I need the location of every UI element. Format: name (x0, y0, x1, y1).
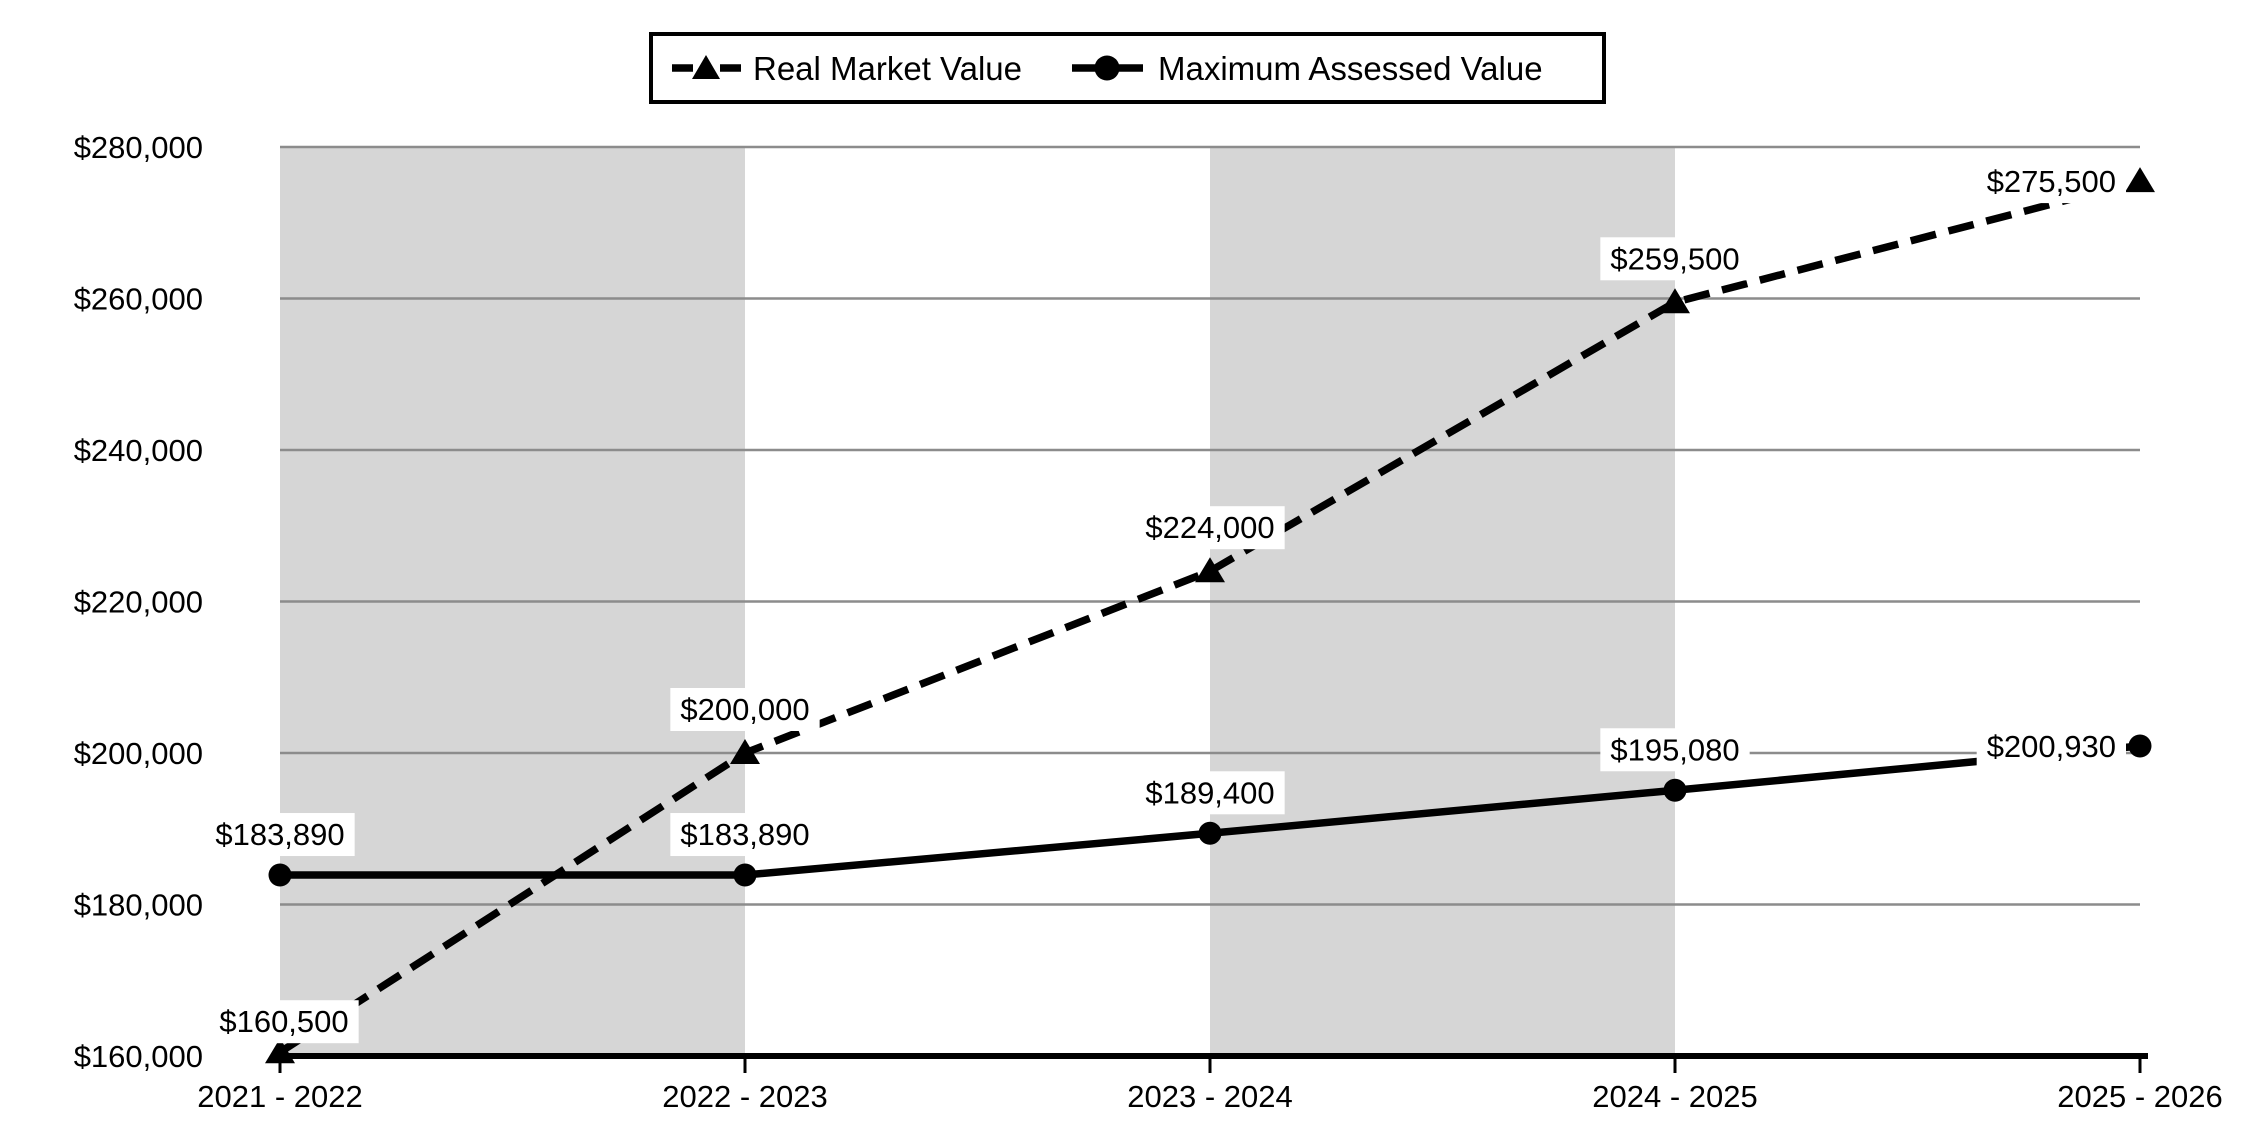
data-label: $189,400 (1145, 775, 1274, 810)
data-label-background (670, 813, 820, 857)
legend-label-real-market-value: Real Market Value (753, 50, 1022, 87)
circle-marker (1663, 778, 1687, 802)
data-label-background (1600, 728, 1750, 772)
data-label: $183,890 (680, 817, 809, 852)
triangle-marker (730, 739, 760, 764)
legend-swatch-real-market-value (672, 55, 741, 79)
series (265, 167, 2155, 1064)
data-labels: $160,500 $200,000 $224,000 $259,500 $275,500… (205, 160, 2126, 1044)
legend-label-maximum-assessed-value: Maximum Assessed Value (1158, 50, 1543, 87)
data-label: $275,500 (1987, 164, 2116, 199)
data-label-background (1976, 160, 2126, 204)
legend-swatch-maximum-assessed-value (1072, 55, 1143, 81)
y-axis-tick-label: $260,000 (74, 282, 203, 317)
x-axis-category-label: 2022 - 2023 (662, 1079, 827, 1114)
triangle-marker (2125, 167, 2155, 193)
circle-marker (268, 863, 292, 887)
y-axis-tick-label: $200,000 (74, 736, 203, 771)
gridlines (280, 145, 2140, 906)
data-label-background (1976, 724, 2126, 768)
x-axis-category-label: 2025 - 2026 (2057, 1079, 2222, 1114)
axis-labels: $160,000 $180,000 $200,000 $220,000 $240,000… (74, 130, 2223, 1114)
data-label-background (205, 813, 355, 857)
legend-circle-marker-icon (1094, 55, 1120, 81)
data-label-background (209, 1000, 359, 1044)
data-label-background (1135, 771, 1285, 815)
y-axis-tick-label: $240,000 (74, 433, 203, 468)
data-label: $160,500 (219, 1004, 348, 1039)
x-axis-category-label: 2023 - 2024 (1127, 1079, 1292, 1114)
circle-marker (1198, 821, 1222, 845)
triangle-marker (1660, 288, 1690, 314)
y-axis-tick-label: $180,000 (74, 888, 203, 923)
x-axis-category-label: 2021 - 2022 (197, 1079, 362, 1114)
series-line-real-market-value (277, 177, 2141, 1056)
y-axis-tick-label: $220,000 (74, 585, 203, 620)
y-axis-tick-label: $280,000 (74, 130, 203, 165)
axes (276, 1053, 2148, 1073)
legend-triangle-marker-icon (692, 55, 720, 79)
x-axis-category-label: 2024 - 2025 (1592, 1079, 1757, 1114)
data-label: $259,500 (1610, 241, 1739, 276)
data-label: $224,000 (1145, 510, 1274, 545)
circle-marker (2128, 734, 2152, 758)
data-label: $183,890 (215, 817, 344, 852)
data-label: $195,080 (1610, 732, 1739, 767)
triangle-marker (1195, 557, 1225, 583)
data-label-background (1600, 237, 1750, 281)
data-label: $200,000 (680, 692, 809, 727)
series-maximum-assessed-value (268, 734, 2152, 887)
triangle-marker (265, 1038, 295, 1064)
legend: Real Market Value Maximum Assessed Value (649, 32, 1606, 104)
data-label-background (1135, 506, 1285, 550)
circle-marker (733, 863, 757, 887)
data-label: $200,930 (1987, 729, 2116, 764)
data-label-background (670, 688, 820, 731)
y-axis-tick-label: $160,000 (74, 1039, 203, 1074)
series-real-market-value (265, 167, 2155, 1064)
